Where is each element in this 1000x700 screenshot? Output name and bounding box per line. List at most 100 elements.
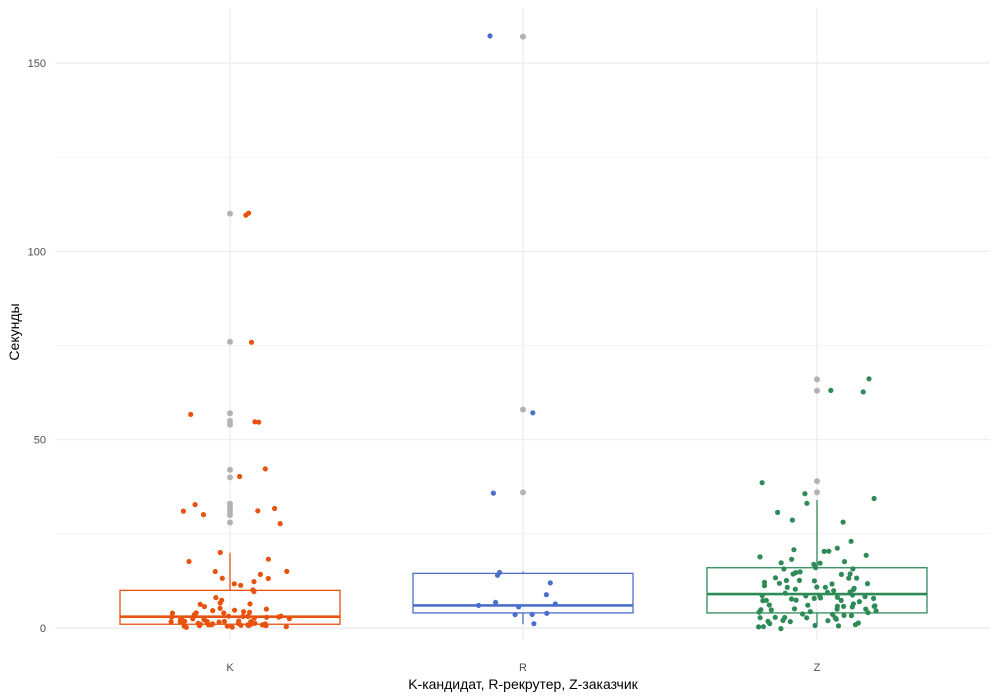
- point-z: [862, 594, 868, 600]
- point-z: [865, 610, 871, 616]
- point-z: [757, 615, 763, 621]
- point-z: [811, 595, 817, 602]
- outlier-point: [814, 489, 820, 496]
- point-k: [188, 411, 194, 417]
- outlier-point: [227, 210, 233, 217]
- point-r: [529, 611, 535, 618]
- x-axis-title: K-кандидат, R-рекрутер, Z-заказчик: [408, 676, 638, 692]
- point-z: [828, 387, 834, 393]
- point-z: [796, 577, 803, 584]
- point-z: [841, 603, 847, 610]
- point-z: [825, 618, 831, 624]
- point-r: [476, 602, 482, 609]
- point-z: [871, 495, 877, 502]
- point-z: [871, 595, 877, 602]
- y-tick-label: 150: [28, 58, 46, 70]
- outlier-point: [227, 338, 233, 345]
- point-z: [835, 623, 842, 629]
- point-z: [800, 611, 806, 617]
- point-k: [259, 622, 265, 628]
- point-r: [493, 599, 499, 606]
- point-z: [791, 547, 797, 553]
- point-k: [178, 619, 184, 625]
- point-r: [512, 612, 518, 618]
- point-k: [180, 508, 186, 514]
- point-k: [210, 608, 216, 614]
- point-z: [850, 566, 856, 572]
- point-z: [784, 584, 790, 591]
- point-z: [781, 566, 787, 572]
- point-z: [873, 608, 879, 614]
- point-z: [776, 580, 783, 586]
- point-r: [487, 33, 493, 39]
- point-z: [767, 621, 773, 627]
- point-z: [834, 606, 840, 612]
- point-z: [840, 519, 846, 525]
- outlier-point: [227, 466, 233, 473]
- outlier-point: [227, 519, 233, 526]
- box-r: [412, 572, 634, 614]
- point-z: [793, 597, 799, 603]
- point-z: [846, 575, 852, 581]
- point-z: [811, 578, 818, 584]
- point-k: [217, 549, 223, 556]
- point-z: [863, 552, 869, 558]
- y-tick-label: 100: [28, 246, 46, 258]
- point-r: [530, 410, 536, 416]
- point-k: [247, 609, 253, 615]
- point-k: [201, 604, 207, 610]
- point-z: [757, 554, 763, 560]
- point-k: [219, 597, 225, 603]
- point-k: [235, 620, 241, 627]
- point-k: [200, 511, 207, 518]
- point-z: [778, 626, 784, 632]
- point-r: [516, 604, 522, 610]
- point-z: [789, 517, 796, 523]
- outlier-point: [520, 33, 526, 40]
- outlier-point: [814, 387, 820, 394]
- point-r: [543, 592, 550, 598]
- outlier-point: [520, 489, 526, 496]
- point-k: [251, 579, 257, 585]
- point-k: [265, 575, 271, 582]
- point-z: [763, 597, 769, 603]
- point-z: [833, 616, 839, 622]
- point-k: [265, 556, 271, 562]
- point-z: [849, 592, 856, 598]
- point-k: [212, 568, 218, 575]
- point-k: [196, 623, 203, 629]
- point-k: [245, 613, 251, 620]
- point-z: [768, 607, 774, 613]
- point-k: [221, 618, 227, 625]
- outlier-point: [814, 376, 820, 383]
- point-k: [248, 339, 255, 345]
- point-z: [814, 584, 820, 590]
- point-z: [772, 614, 778, 620]
- point-k: [283, 624, 289, 630]
- y-tick-labels: 0 50 100 150: [28, 58, 46, 635]
- outlier-point: [520, 406, 526, 413]
- point-z: [782, 590, 788, 596]
- point-z: [817, 592, 823, 599]
- point-z: [775, 509, 781, 515]
- point-z: [807, 609, 813, 615]
- point-k: [186, 558, 192, 565]
- point-z: [804, 615, 810, 621]
- point-z: [856, 599, 863, 605]
- point-z: [782, 614, 788, 621]
- point-k: [224, 623, 230, 629]
- point-z: [817, 560, 823, 566]
- points: [168, 33, 879, 632]
- point-z: [759, 593, 765, 599]
- point-z: [834, 545, 840, 551]
- point-k: [251, 588, 257, 595]
- outlier-point: [227, 512, 233, 518]
- point-z: [812, 622, 818, 629]
- point-k: [193, 610, 199, 616]
- point-k: [208, 622, 214, 628]
- point-z: [756, 624, 762, 630]
- point-k: [221, 610, 227, 616]
- point-z: [854, 575, 860, 581]
- point-z: [848, 613, 855, 619]
